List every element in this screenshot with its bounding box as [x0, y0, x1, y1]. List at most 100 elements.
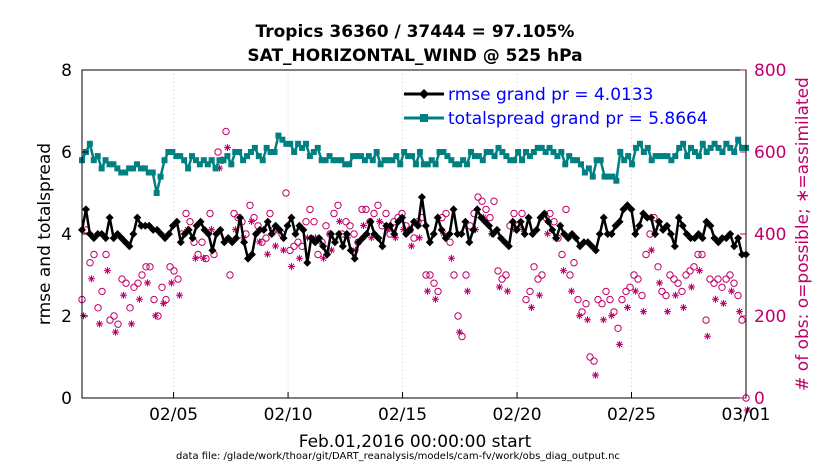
totalspread-point — [405, 153, 412, 160]
obs-possible-marker — [346, 222, 354, 230]
obs-possible-marker — [294, 238, 302, 246]
totalspread-point — [145, 169, 152, 176]
obs-possible-marker — [246, 201, 254, 210]
obs-assimilated-marker — [136, 295, 143, 303]
obs-possible-marker — [686, 267, 694, 275]
obs-assimilated-marker — [416, 234, 423, 242]
totalspread-point — [338, 157, 345, 164]
legend-rmse-label: rmse grand pr = 4.0133 — [448, 85, 653, 105]
rmse-point — [105, 213, 114, 222]
obs-possible-marker — [138, 271, 146, 279]
obs-possible-marker — [198, 238, 206, 246]
rmse-point — [662, 221, 671, 230]
totalspread-point — [475, 153, 482, 160]
totalspread-point — [656, 153, 663, 160]
totalspread-point — [134, 161, 141, 168]
totalspread-point — [255, 153, 262, 160]
totalspread-point — [519, 157, 526, 164]
rmse-point — [362, 230, 371, 238]
totalspread-point — [601, 173, 608, 180]
obs-possible-marker — [150, 295, 158, 304]
totalspread-point — [232, 149, 239, 155]
obs-possible-marker — [662, 291, 670, 300]
totalspread-point — [448, 157, 455, 164]
rmse-point — [461, 217, 470, 226]
rmse-point — [599, 213, 608, 222]
rmse-point — [354, 238, 363, 247]
rmse-point — [548, 225, 557, 234]
x-tick-label: 02/15 — [378, 405, 427, 425]
obs-assimilated-marker — [384, 226, 391, 234]
totalspread-point — [554, 153, 561, 160]
totalspread-point — [487, 149, 494, 155]
totalspread-point — [275, 132, 282, 139]
rmse-point — [346, 246, 355, 255]
totalspread-point — [251, 144, 258, 151]
obs-possible-marker — [574, 295, 582, 304]
rmse-point — [220, 238, 229, 247]
rmse-point — [520, 230, 529, 238]
totalspread-point — [177, 153, 184, 160]
obs-possible-marker — [114, 320, 122, 328]
rmse-point — [259, 225, 268, 234]
obs-assimilated-marker — [744, 406, 751, 414]
rmse-point — [433, 213, 442, 222]
obs-assimilated-marker — [168, 279, 175, 287]
rmse-point — [647, 213, 656, 222]
obs-possible-marker — [186, 218, 194, 226]
obs-possible-marker — [578, 308, 586, 316]
obs-possible-marker — [710, 279, 718, 287]
obs-possible-marker — [626, 283, 634, 291]
obs-possible-marker — [598, 300, 606, 308]
rmse-point — [232, 234, 241, 243]
rmse-point — [350, 254, 359, 263]
rmse-point — [469, 225, 478, 234]
obs-possible-marker — [230, 209, 238, 218]
totalspread-point — [735, 136, 742, 143]
x-tick-label: 03/01 — [722, 405, 771, 425]
rmse-point — [275, 225, 284, 234]
rmse-point — [145, 221, 154, 230]
totalspread-point — [467, 149, 474, 155]
totalspread-point — [98, 165, 105, 172]
totalspread-point — [326, 153, 333, 160]
totalspread-point — [299, 144, 306, 151]
totalspread-point — [593, 157, 600, 164]
totalspread-point — [515, 149, 522, 155]
obs-assimilated-marker — [544, 230, 551, 238]
rmse-point — [694, 230, 703, 238]
totalspread-point — [208, 157, 215, 164]
rmse-point — [338, 242, 347, 251]
rmse-point — [607, 230, 616, 238]
obs-possible-marker — [562, 205, 570, 214]
obs-possible-marker — [702, 316, 710, 324]
obs-possible-marker — [478, 197, 486, 205]
rmse-point — [204, 230, 213, 238]
rmse-point — [437, 225, 446, 234]
obs-assimilated-marker — [160, 299, 167, 307]
rmse-point — [327, 230, 335, 238]
rmse-point — [97, 230, 106, 238]
rmse-point — [619, 205, 628, 214]
obs-assimilated-marker — [576, 312, 583, 320]
rmse-point — [572, 234, 581, 243]
totalspread-point — [585, 165, 592, 172]
rmse-point — [631, 230, 640, 238]
totalspread-point — [185, 165, 192, 172]
obs-assimilated-marker — [368, 234, 375, 242]
totalspread-point — [511, 157, 518, 164]
rmse-point — [398, 213, 407, 222]
rmse-point — [481, 217, 490, 226]
totalspread-point — [499, 149, 506, 155]
totalspread-point — [334, 157, 341, 164]
rmse-point — [651, 230, 660, 238]
totalspread-point — [632, 144, 639, 151]
obs-possible-marker — [666, 271, 674, 279]
totalspread-point — [401, 149, 408, 155]
rmse-point — [659, 225, 667, 234]
obs-possible-marker — [110, 312, 118, 320]
totalspread-point — [149, 169, 156, 176]
totalspread-point — [680, 140, 687, 147]
totalspread-point — [687, 144, 694, 151]
rmse-point — [595, 230, 604, 238]
